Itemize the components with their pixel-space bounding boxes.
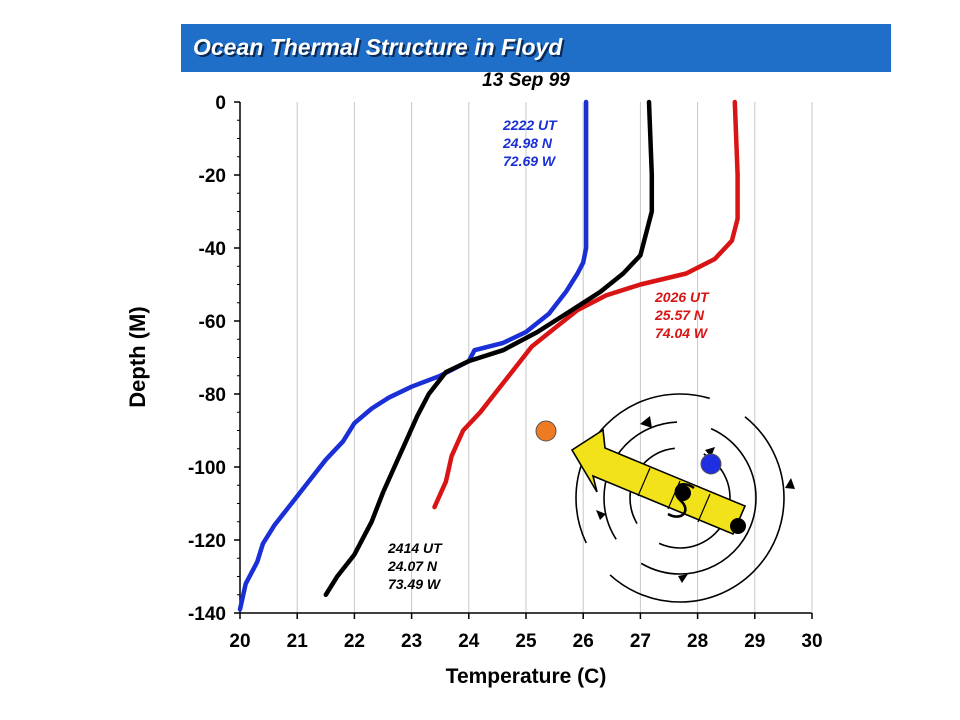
x-tick-label: 27 [630,631,651,652]
x-tick-label: 29 [744,631,765,652]
series-annotation: 2222 UT [502,117,558,133]
y-tick-label: 0 [215,93,226,114]
series-line-2026-ut [432,99,740,510]
chart-labels: 2222 UT 24.98 N 72.69 W 2026 UT 25.57 N 74.04… [387,117,710,592]
y-axis-label: Depth (M) [125,306,150,407]
series-annotation: 2414 UT [387,540,443,556]
chart-subtitle: 13 Sep 99 [482,70,570,91]
x-tick-label: 22 [344,631,365,652]
series-annotation: 24.07 N [387,558,438,574]
series-line-2414-ut [323,99,655,598]
x-tick-label: 25 [515,631,537,652]
y-tick-label: -120 [188,531,226,552]
x-tick-label: 28 [687,631,708,652]
chart-series [237,99,740,612]
y-tick-label: -60 [199,312,226,333]
x-tick-label: 23 [401,631,422,652]
y-tick-label: -80 [199,385,226,406]
series-annotation: 25.57 N [654,307,705,323]
y-tick-label: -20 [199,166,226,187]
storm-track-schematic-icon [535,393,795,603]
series-annotation: 24.98 N [502,135,553,151]
x-axis-label: Temperature (C) [446,665,607,688]
series-annotation: 72.69 W [503,153,557,169]
x-tick-label: 26 [573,631,594,652]
y-tick-label: -100 [188,458,226,479]
chart-grid [296,102,813,613]
series-annotation: 2026 UT [654,289,710,305]
x-tick-label: 30 [801,631,822,652]
x-tick-label: 21 [287,631,309,652]
y-tick-label: -140 [188,604,226,625]
series-annotation: 74.04 W [655,325,709,341]
series-annotation: 73.49 W [388,576,442,592]
page-title: Ocean Thermal Structure in Floyd [193,34,563,60]
chart-axes: 20 21 22 23 24 25 26 27 28 29 30 0 -20 -40 -60 -80 -100 -… [188,93,823,652]
x-tick-label: 20 [229,631,250,652]
title-bar: Ocean Thermal Structure in Floyd [181,24,891,72]
x-tick-label: 24 [458,631,480,652]
series-line-2222-ut [237,99,589,612]
y-tick-label: -40 [199,239,226,260]
